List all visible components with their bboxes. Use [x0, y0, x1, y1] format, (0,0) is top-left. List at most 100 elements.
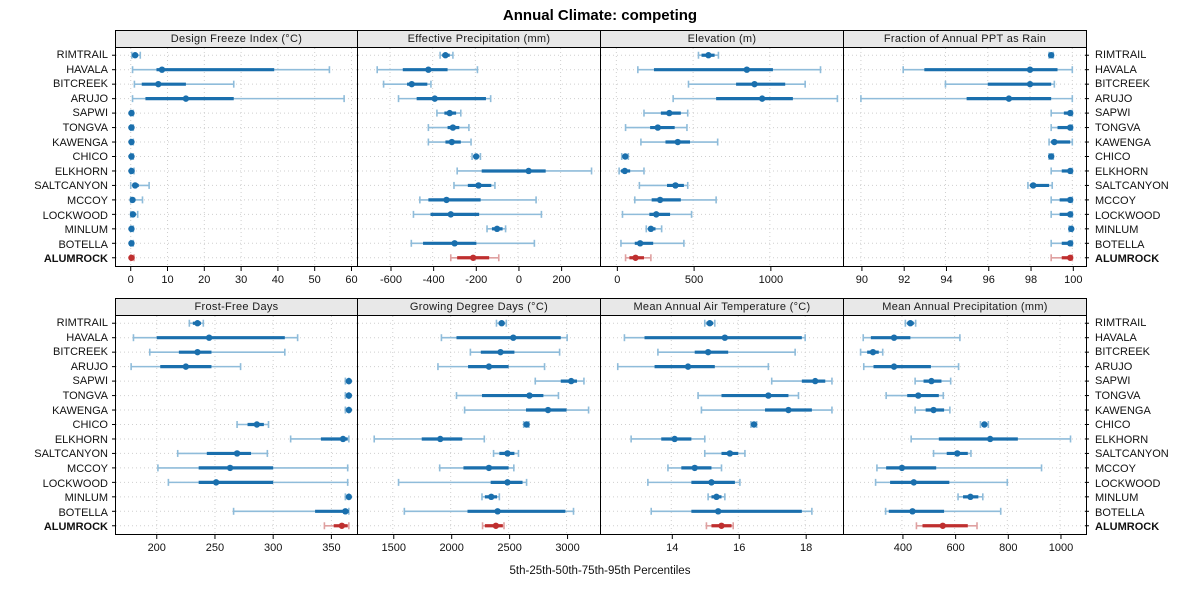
panel-design-freeze-index-c-: [112, 48, 358, 267]
x-tick-label: 600: [946, 542, 964, 554]
median-dot: [1067, 124, 1074, 131]
percentile-series-sapwi: [534, 377, 585, 385]
percentile-series-mccoy: [1050, 196, 1074, 204]
x-axis: 1500 2000 2500 3000: [358, 535, 601, 559]
percentile-series-alumrock: [705, 522, 735, 530]
x-tick-label: 1500: [382, 542, 406, 554]
site-label: BITCREEK: [52, 78, 108, 91]
site-label: CHICO: [1095, 419, 1131, 432]
percentile-series-chico: [471, 153, 482, 160]
x-axis: 400 600 800 1000: [844, 535, 1087, 559]
percentile-series-saltcanyon: [453, 181, 496, 189]
percentile-series-mccoy: [633, 196, 717, 204]
panel-plot: [601, 48, 842, 265]
median-dot: [525, 167, 532, 175]
percentile-series-lockwood: [874, 478, 1009, 486]
site-label: SALTCANYON: [1095, 180, 1169, 193]
percentile-series-rimtrail: [703, 319, 716, 327]
median-dot: [705, 52, 712, 59]
median-dot: [339, 435, 347, 443]
site-label: KAWENGA: [1095, 404, 1151, 417]
site-label: TONGVA: [62, 389, 108, 402]
median-dot: [928, 377, 935, 385]
percentile-series-havala: [376, 66, 479, 74]
x-axis: 14 16 18: [601, 535, 844, 559]
x-axis-row-bottom: 200 250 300 350 1500 2000 2500 3000 14 16 18 400 600…: [115, 535, 1200, 559]
percentile-series-saltcanyon: [638, 181, 689, 189]
percentile-series-minlum: [645, 225, 663, 233]
x-tick-label: 1000: [759, 274, 783, 286]
percentile-series-havala: [902, 66, 1074, 74]
site-label: LOCKWOOD: [42, 209, 108, 222]
percentile-series-mccoy: [129, 196, 144, 204]
median-dot: [544, 406, 552, 414]
x-axis: 0 500 1000: [601, 267, 844, 291]
x-tick-label: 18: [800, 542, 812, 554]
percentile-series-lockwood: [1050, 210, 1074, 218]
percentile-series-sapwi: [344, 377, 353, 385]
percentile-series-botella: [1050, 239, 1074, 247]
percentile-series-botella: [410, 239, 536, 247]
x-axis-svg: 200 250 300 350: [148, 535, 341, 554]
x-tick-label: 98: [1025, 274, 1037, 286]
site-label: CHICO: [1095, 151, 1131, 164]
panel-plot: [358, 48, 599, 265]
site-label: HAVALA: [66, 63, 108, 76]
percentile-series-saltcanyon: [932, 449, 972, 457]
median-dot: [785, 406, 792, 414]
median-dot: [1026, 80, 1034, 88]
percentile-series-bitcreek: [148, 348, 286, 356]
percentile-series-arujo: [437, 363, 546, 371]
percentile-series-bitcreek: [469, 348, 561, 356]
percentile-series-alumrock: [624, 254, 652, 262]
percentile-series-elkhorn: [373, 435, 486, 443]
x-axis: 200 250 300 350: [115, 535, 358, 559]
percentile-series-chico: [1047, 153, 1055, 160]
median-dot: [504, 450, 511, 457]
median-dot: [345, 493, 353, 501]
median-dot: [128, 240, 135, 247]
x-axis: 90 92 94 96 98 100: [844, 267, 1087, 291]
median-dot: [128, 167, 135, 175]
percentile-series-havala: [623, 334, 806, 342]
median-dot: [431, 95, 438, 102]
median-dot: [447, 211, 454, 218]
panel-plot: [601, 316, 842, 533]
chart-title: Annual Climate: competing: [502, 7, 698, 24]
percentile-series-kawenga: [427, 138, 472, 146]
percentile-series-minlum: [957, 493, 984, 501]
percentile-series-kawenga: [463, 406, 590, 414]
site-label: BITCREEK: [52, 346, 108, 359]
median-dot: [510, 334, 517, 341]
percentile-series-chico: [522, 421, 530, 428]
percentile-series-arujo: [131, 95, 345, 103]
median-dot: [472, 153, 480, 160]
site-label: KAWENGA: [52, 136, 108, 149]
x-axis-row-top: 0 10 20 30 40 50 60 -600 -400 -200 0 200 0 500 1000 90 9…: [115, 267, 1200, 291]
percentile-series-sapwi: [643, 109, 689, 117]
median-dot: [526, 392, 533, 399]
x-axis-svg: 1500 2000 2500 3000: [382, 535, 580, 554]
median-dot: [128, 254, 135, 261]
percentile-series-havala: [862, 334, 961, 342]
percentile-series-kawenga: [640, 138, 719, 146]
median-dot: [442, 52, 449, 59]
x-tick-label: 0: [128, 274, 134, 286]
site-label: RIMTRAIL: [1095, 49, 1147, 61]
median-dot: [437, 435, 444, 443]
median-dot: [704, 348, 712, 356]
x-axis-svg: -600 -400 -200 0 200: [380, 267, 571, 286]
percentile-series-botella: [620, 239, 685, 247]
x-tick-label: 40: [272, 274, 284, 286]
percentile-series-bitcreek: [657, 348, 796, 356]
median-dot: [233, 450, 241, 457]
median-dot: [129, 196, 136, 204]
percentile-series-arujo: [860, 95, 1074, 103]
x-tick-label: 50: [309, 274, 321, 286]
median-dot: [706, 320, 713, 327]
site-label: LOCKWOOD: [1095, 477, 1161, 490]
site-label: ELKHORN: [54, 433, 108, 446]
median-dot: [128, 124, 135, 131]
percentile-series-tongva: [1050, 124, 1074, 132]
median-dot: [1067, 167, 1074, 175]
